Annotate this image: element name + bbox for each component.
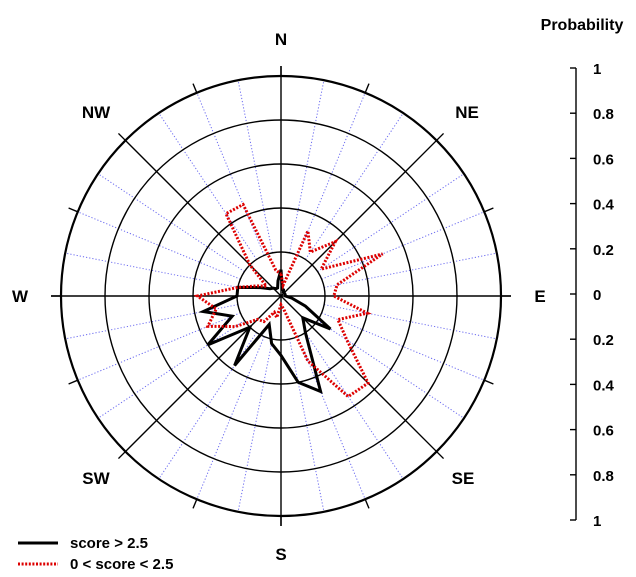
minor-radial-line <box>196 336 265 500</box>
outer-tick <box>436 451 445 460</box>
outer-tick <box>483 207 494 213</box>
probability-scale: Probability 1 0.8 0.6 0.4 0.2 0 0.2 0.4 0.6 0.8 1 <box>541 17 624 530</box>
direction-label-nw: NW <box>82 103 111 122</box>
scale-tick-label: 0.4 <box>593 377 615 394</box>
direction-label-ne: NE <box>455 103 479 122</box>
minor-radial-line <box>158 112 257 260</box>
scale-tick-label: 0.2 <box>593 242 614 259</box>
scale-tick-label: 0.4 <box>593 197 615 214</box>
direction-labels: N NE E SE S SW W NW <box>12 30 546 564</box>
outer-tick <box>364 498 370 509</box>
outer-tick <box>68 207 79 213</box>
scale-tick-label: 0.6 <box>593 151 614 168</box>
minor-radial-line <box>97 320 245 419</box>
legend: score > 2.5 0 < score < 2.5 <box>18 535 173 573</box>
outer-tick <box>192 498 198 509</box>
direction-label-s: S <box>275 545 286 564</box>
minor-radial-line <box>324 304 497 340</box>
axis-diagonal <box>280 295 438 453</box>
minor-radial-line <box>324 252 497 288</box>
minor-radial-line <box>321 211 485 280</box>
outer-tick <box>483 379 494 385</box>
minor-radial-line <box>321 312 485 381</box>
legend-label-1: score > 2.5 <box>70 535 148 552</box>
minor-radial-line <box>65 252 238 288</box>
scale-tick-label: 1 <box>593 513 601 530</box>
minor-radial-line <box>289 339 325 512</box>
minor-radial-line <box>196 92 265 256</box>
outer-tick <box>117 132 126 141</box>
minor-radial-line <box>305 332 404 480</box>
minor-radial-line <box>237 339 273 512</box>
minor-radial-line <box>97 173 245 272</box>
scale-tick-label: 0.6 <box>593 423 614 440</box>
direction-label-w: W <box>12 287 29 306</box>
direction-label-se: SE <box>452 469 475 488</box>
scale-tick-label: 1 <box>593 61 601 78</box>
outer-tick <box>68 379 79 385</box>
legend-label-2: 0 < score < 2.5 <box>70 556 173 573</box>
series-layer <box>193 202 384 399</box>
minor-radial-line <box>297 92 366 256</box>
axis-diagonal <box>124 295 282 453</box>
minor-radial-line <box>317 173 465 272</box>
minor-radial-line <box>237 80 273 253</box>
outer-tick <box>117 451 126 460</box>
scale-tick-label: 0.8 <box>593 106 614 123</box>
polar-grid <box>51 66 511 526</box>
scale-tick-label: 0.8 <box>593 468 614 485</box>
outer-tick <box>192 83 198 94</box>
minor-radial-line <box>317 320 465 419</box>
outer-tick <box>364 83 370 94</box>
minor-radial-line <box>77 211 241 280</box>
outer-tick <box>436 132 445 141</box>
minor-radial-line <box>77 312 241 381</box>
scale-tick-label: 0.2 <box>593 332 614 349</box>
direction-label-e: E <box>534 287 545 306</box>
direction-label-n: N <box>275 30 287 49</box>
direction-label-sw: SW <box>82 469 110 488</box>
minor-radial-line <box>289 80 325 253</box>
scale-tick-label: 0 <box>593 287 601 304</box>
axis-diagonal <box>280 139 438 297</box>
series-line-1 <box>198 269 332 395</box>
series-line-2 <box>193 202 384 399</box>
minor-radial-line <box>305 112 404 260</box>
scale-title: Probability <box>541 17 624 34</box>
